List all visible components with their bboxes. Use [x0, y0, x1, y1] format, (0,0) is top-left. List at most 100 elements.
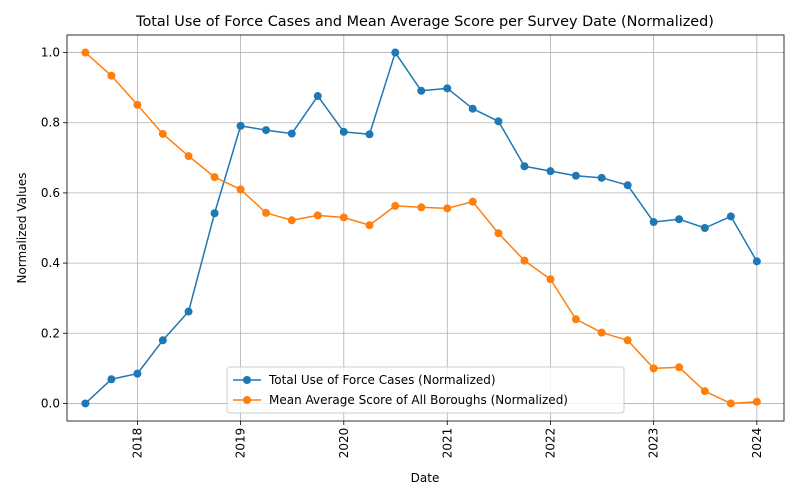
data-point	[468, 104, 477, 113]
legend-label: Mean Average Score of All Boroughs (Norm…	[269, 393, 568, 407]
x-tick: 2020	[337, 421, 351, 458]
x-tick: 2021	[440, 421, 454, 458]
data-point	[365, 130, 374, 139]
data-point	[107, 375, 116, 384]
data-point	[287, 216, 296, 225]
x-tick-label: 2020	[337, 428, 351, 459]
data-point	[546, 275, 555, 284]
data-point	[158, 129, 167, 138]
plot-area-frame	[66, 34, 785, 422]
legend-label: Total Use of Force Cases (Normalized)	[268, 373, 496, 387]
y-tick: 0.6	[41, 186, 67, 200]
x-tick: 2024	[750, 421, 764, 458]
y-tick: 0.4	[41, 256, 67, 270]
data-point	[675, 215, 684, 224]
legend-marker	[243, 376, 251, 384]
data-point	[443, 84, 452, 93]
x-axis-label: Date	[411, 471, 440, 485]
data-point	[546, 167, 555, 176]
data-point	[752, 397, 761, 406]
x-tick-label: 2021	[440, 428, 454, 459]
x-tick: 2019	[234, 421, 248, 458]
data-point	[339, 213, 348, 222]
chart-title: Total Use of Force Cases and Mean Averag…	[135, 14, 714, 30]
data-point	[81, 48, 90, 57]
data-point	[210, 209, 219, 218]
data-point	[391, 201, 400, 210]
x-tick-label: 2023	[647, 428, 661, 459]
y-tick: 0.8	[41, 116, 67, 130]
data-point	[623, 336, 632, 345]
series-line	[84, 51, 758, 405]
x-tick: 2018	[130, 421, 144, 458]
y-axis-label: Normalized Values	[15, 172, 29, 283]
data-point	[700, 224, 709, 232]
data-point	[649, 364, 658, 373]
data-point	[623, 181, 632, 190]
data-point	[313, 92, 322, 101]
x-axis: 2018 2019 2020 2021 2022 2023 2024	[130, 421, 764, 458]
data-point	[675, 363, 684, 372]
data-point	[726, 399, 735, 408]
y-tick-label: 1.0	[41, 46, 60, 60]
data-point	[210, 173, 219, 182]
data-point	[443, 204, 452, 213]
data-point	[133, 100, 142, 109]
x-tick-label: 2022	[543, 428, 557, 459]
data-point	[520, 256, 529, 265]
y-tick-label: 0.0	[41, 396, 60, 410]
legend: Total Use of Force Cases (Normalized) Mea…	[226, 366, 625, 414]
legend-frame	[226, 366, 625, 414]
data-point	[571, 171, 580, 180]
data-point	[313, 211, 322, 220]
x-tick: 2023	[647, 421, 661, 458]
series-1	[81, 48, 761, 408]
data-point	[417, 203, 426, 212]
y-tick: 0.0	[41, 396, 67, 410]
y-tick: 1.0	[41, 46, 67, 60]
data-point	[468, 197, 477, 206]
data-point	[107, 71, 116, 80]
data-point	[262, 208, 271, 217]
grid-lines	[67, 35, 784, 421]
y-axis: 0.0 0.2 0.4 0.6 0.8 1.0	[41, 46, 67, 410]
legend-entry: Mean Average Score of All Boroughs (Norm…	[233, 393, 568, 407]
legend-entry: Total Use of Force Cases (Normalized)	[233, 373, 496, 387]
data-point	[649, 218, 658, 227]
y-tick-label: 0.4	[41, 256, 60, 270]
x-tick-label: 2024	[750, 428, 764, 459]
data-point	[339, 127, 348, 136]
data-point	[391, 48, 400, 57]
x-tick: 2022	[543, 421, 557, 458]
data-point	[236, 121, 245, 130]
data-point	[365, 221, 374, 230]
data-point	[494, 117, 503, 126]
data-point	[726, 212, 735, 221]
data-point	[417, 86, 426, 95]
data-point	[158, 336, 167, 345]
data-point	[133, 369, 142, 378]
data-point	[752, 257, 761, 266]
series-line	[84, 51, 757, 405]
series-layer	[81, 48, 761, 408]
legend-marker	[243, 396, 251, 404]
x-tick-label: 2019	[234, 428, 248, 459]
data-point	[571, 315, 580, 324]
y-tick-label: 0.8	[41, 116, 60, 130]
x-tick-label: 2018	[130, 428, 144, 459]
data-point	[287, 129, 296, 138]
data-point	[184, 307, 193, 316]
data-point	[520, 162, 529, 171]
data-point	[597, 173, 606, 182]
y-tick: 0.2	[41, 326, 67, 340]
data-point	[262, 126, 271, 135]
data-point	[184, 152, 193, 161]
series-2	[81, 48, 761, 408]
data-point	[494, 229, 503, 238]
data-point	[700, 387, 709, 396]
y-tick-label: 0.2	[41, 326, 60, 340]
data-point	[81, 399, 90, 408]
data-point	[236, 185, 245, 194]
data-point	[597, 328, 606, 337]
